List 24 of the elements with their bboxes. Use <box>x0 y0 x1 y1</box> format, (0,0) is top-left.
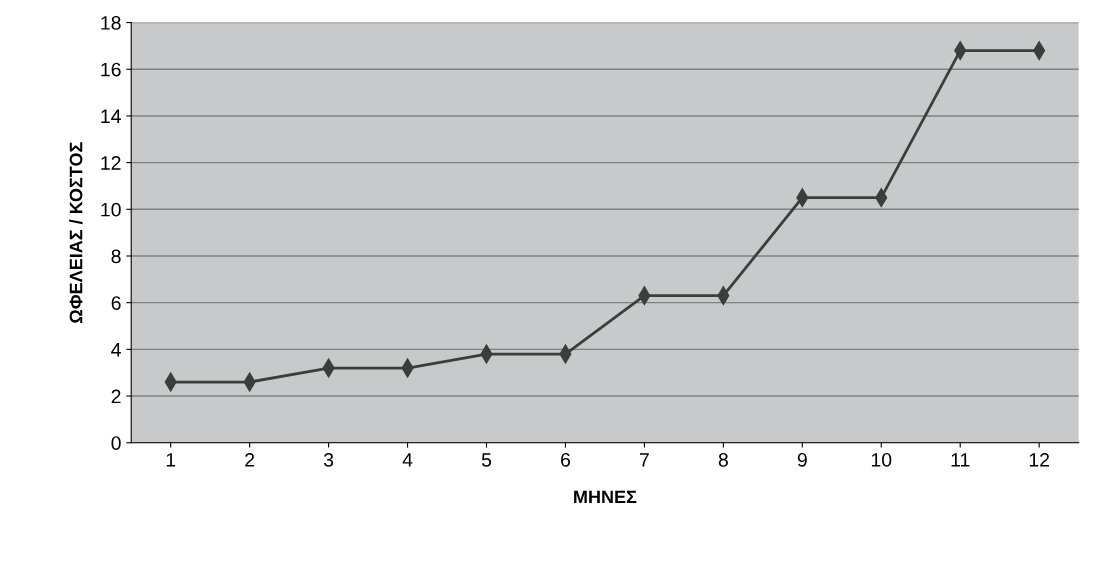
y-tick-label: 6 <box>111 296 121 310</box>
y-tick-label: 16 <box>101 62 121 77</box>
x-tick-label: 7 <box>639 453 649 467</box>
y-tick-label: 4 <box>111 343 121 357</box>
x-tick-label: 3 <box>323 452 334 467</box>
y-tick-label: 12 <box>101 156 121 170</box>
x-tick-label: 6 <box>561 452 570 467</box>
x-axis-title: ΜΗΝΕΣ <box>574 490 637 504</box>
x-tick-label: 12 <box>1029 452 1049 467</box>
y-tick-label: 10 <box>101 202 121 217</box>
y-axis-title: ΩΦΕΛΕΙΑΣ / ΚΟΣΤΟΣ <box>69 142 83 323</box>
y-tick-label: 18 <box>101 16 121 30</box>
x-tick-label: 2 <box>245 452 255 467</box>
x-tick-label: 9 <box>797 452 807 467</box>
x-tick-label: 11 <box>951 453 970 467</box>
x-tick-label: 10 <box>871 452 892 467</box>
y-tick-label: 8 <box>111 249 121 264</box>
y-tick-label: 2 <box>111 389 121 404</box>
x-tick-label: 4 <box>402 453 413 467</box>
x-tick-label: 8 <box>718 452 728 467</box>
x-tick-label: 1 <box>166 453 176 467</box>
y-tick-label: 0 <box>111 436 121 450</box>
x-tick-label: 5 <box>481 453 492 467</box>
y-tick-label: 14 <box>101 109 121 123</box>
